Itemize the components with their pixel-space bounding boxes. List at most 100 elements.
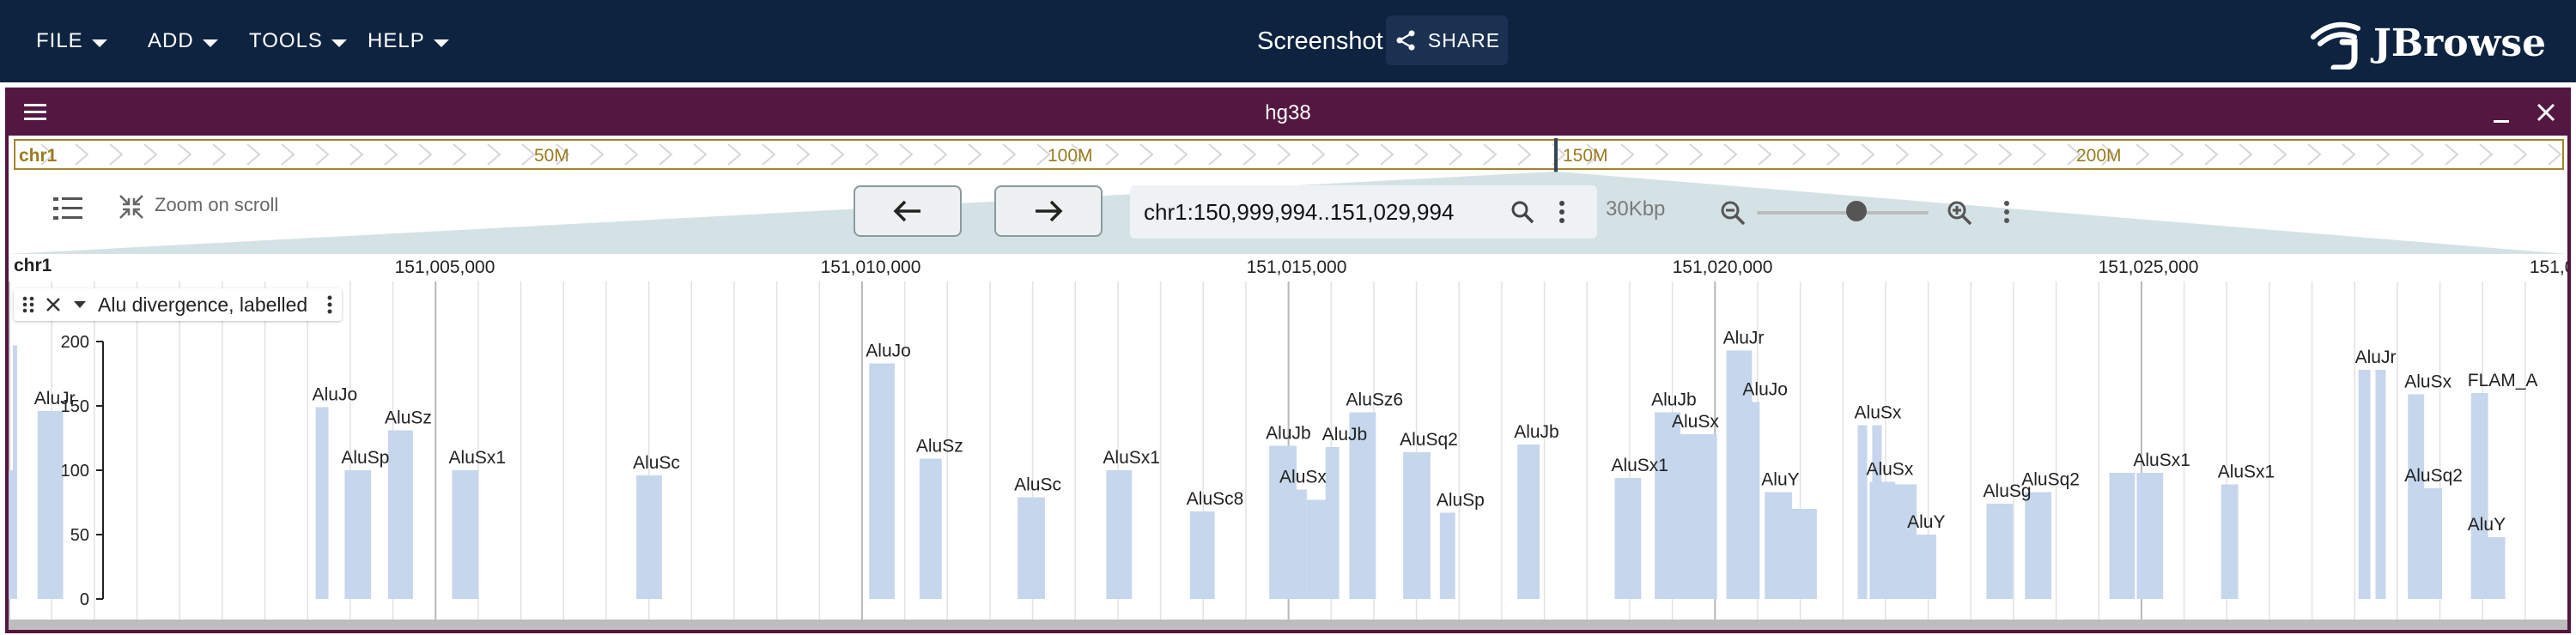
feature-bar <box>1189 511 1215 599</box>
session-name[interactable]: Screenshot <box>1257 27 1383 55</box>
close-track-icon[interactable] <box>45 296 62 313</box>
view-options-icon[interactable] <box>2002 199 2011 225</box>
overview-chevron <box>590 143 605 166</box>
zoom-in-icon[interactable] <box>1946 199 1973 227</box>
feature-bar <box>1403 452 1431 599</box>
location-search <box>1130 185 1597 239</box>
overview-chevron <box>1414 143 1429 166</box>
overview-chevron <box>556 143 570 166</box>
overview-chevron <box>2445 143 2459 166</box>
zoom-on-scroll-icon[interactable] <box>118 194 144 220</box>
overview-chevron <box>727 143 742 166</box>
overview-chevron <box>315 143 330 166</box>
minimize-icon[interactable] <box>2490 103 2512 125</box>
feature-label: AluSx1 <box>1611 456 1668 475</box>
ruler-chrom-label: chr1 <box>14 256 52 275</box>
overview-chevron <box>2170 143 2184 166</box>
feature-bar <box>344 470 372 599</box>
drag-handle-icon[interactable] <box>22 295 34 314</box>
search-icon[interactable] <box>1510 199 1535 225</box>
zoom-slider-track[interactable] <box>1757 211 1929 215</box>
overview-scalebar[interactable]: chr1 50M 100M 150M 200M <box>14 139 2564 170</box>
arrow-right-icon <box>1034 198 1063 224</box>
feature-label: AluJo <box>1742 380 1788 400</box>
overview-chevron <box>178 143 192 166</box>
zoom-slider-thumb[interactable] <box>1846 201 1867 221</box>
overview-tick-label: 150M <box>1563 146 1608 166</box>
overview-chevron <box>2376 143 2391 166</box>
feature-bar <box>452 470 479 599</box>
overview-chevron <box>796 143 811 166</box>
kebab-menu-icon[interactable] <box>1558 199 1566 225</box>
view-header: hg38 <box>9 91 2567 136</box>
scroll-right-button[interactable] <box>994 185 1103 237</box>
overview-chevron <box>1242 143 1257 166</box>
overview-chevron <box>624 143 639 166</box>
overview-position-marker <box>1554 138 1558 172</box>
menu-help-label: HELP <box>368 29 425 52</box>
overview-chevron <box>1586 143 1601 166</box>
feature-bar <box>1439 512 1455 599</box>
y-axis-tick-label: 150 <box>61 397 89 416</box>
feature-bar <box>1765 492 1793 599</box>
track-selector-icon[interactable] <box>53 194 84 223</box>
feature-bar <box>9 470 13 599</box>
overview-chevron <box>1964 143 1978 166</box>
chevron-down-icon[interactable] <box>72 299 88 310</box>
feature-bar <box>2109 473 2136 599</box>
feature-label: AluJb <box>1266 424 1311 444</box>
scroll-left-button[interactable] <box>854 185 962 237</box>
feature-label: AluSp <box>1437 491 1485 511</box>
share-button[interactable]: SHARE <box>1386 15 1508 65</box>
feature-label: AluSc <box>633 453 680 473</box>
feature-label: AluSq2 <box>2404 466 2463 486</box>
overview-chevron <box>1036 143 1051 166</box>
menu-add[interactable]: ADD <box>148 24 218 58</box>
overview-chevron <box>693 143 708 166</box>
menu-tools[interactable]: TOOLS <box>249 24 347 58</box>
overview-tick-label: 50M <box>534 146 569 166</box>
track-bottom-scrollbar[interactable] <box>9 620 2567 630</box>
overview-chevrons <box>40 143 2562 166</box>
linear-genome-view: hg38 chr1 50M 100M 150M 200M Zoom on scr… <box>5 88 2571 633</box>
feature-label: AluY <box>1907 512 1945 532</box>
menu-file[interactable]: FILE <box>36 24 107 58</box>
feature-bar <box>37 411 64 599</box>
overview-chevron <box>1174 143 1188 166</box>
overview-chevron <box>453 143 467 166</box>
view-menu-icon[interactable] <box>22 101 48 124</box>
feature-label: AluY <box>2468 515 2506 535</box>
zoom-on-scroll-label[interactable]: Zoom on scroll <box>155 194 279 215</box>
overview-chevron <box>1620 143 1635 166</box>
feature-bar <box>12 345 17 599</box>
menu-help[interactable]: HELP <box>368 24 449 58</box>
feature-label: AluSq2 <box>1400 430 1458 450</box>
feature-label: AluJo <box>313 385 358 405</box>
zoom-out-icon[interactable] <box>1719 199 1747 227</box>
track-label: Alu divergence, labelled <box>14 288 343 321</box>
close-icon[interactable] <box>2535 101 2557 124</box>
track-menu-icon[interactable] <box>326 294 333 315</box>
overview-chevron <box>1929 143 1944 166</box>
ruler-tick-label: 151,025,000 <box>2098 257 2199 277</box>
ruler-tick-label: 151,03 <box>2529 257 2567 277</box>
feature-bar <box>1349 412 1376 599</box>
feature-bar <box>2470 537 2506 599</box>
feature-label: AluJr <box>34 389 76 408</box>
arrow-left-icon <box>893 198 922 224</box>
overview-chevron <box>1758 143 1772 166</box>
y-axis-tick-label: 50 <box>70 526 89 545</box>
overview-chevron <box>2136 143 2150 166</box>
feature-bar <box>1283 489 1307 599</box>
overview-chevron <box>1311 143 1326 166</box>
location-input[interactable] <box>1144 196 1504 228</box>
jbrowse-logo: JBrowse <box>2308 15 2546 70</box>
feature-label: AluSz6 <box>1346 390 1404 410</box>
feature-label: AluSx1 <box>2133 451 2190 470</box>
logo-text: JBrowse <box>2373 21 2547 65</box>
menu-file-label: FILE <box>36 29 83 52</box>
feature-bar <box>2408 488 2442 599</box>
feature-label: AluJr <box>1723 329 1765 348</box>
feature-label: AluSx1 <box>1103 448 1160 468</box>
feature-label: AluSz <box>385 408 432 428</box>
